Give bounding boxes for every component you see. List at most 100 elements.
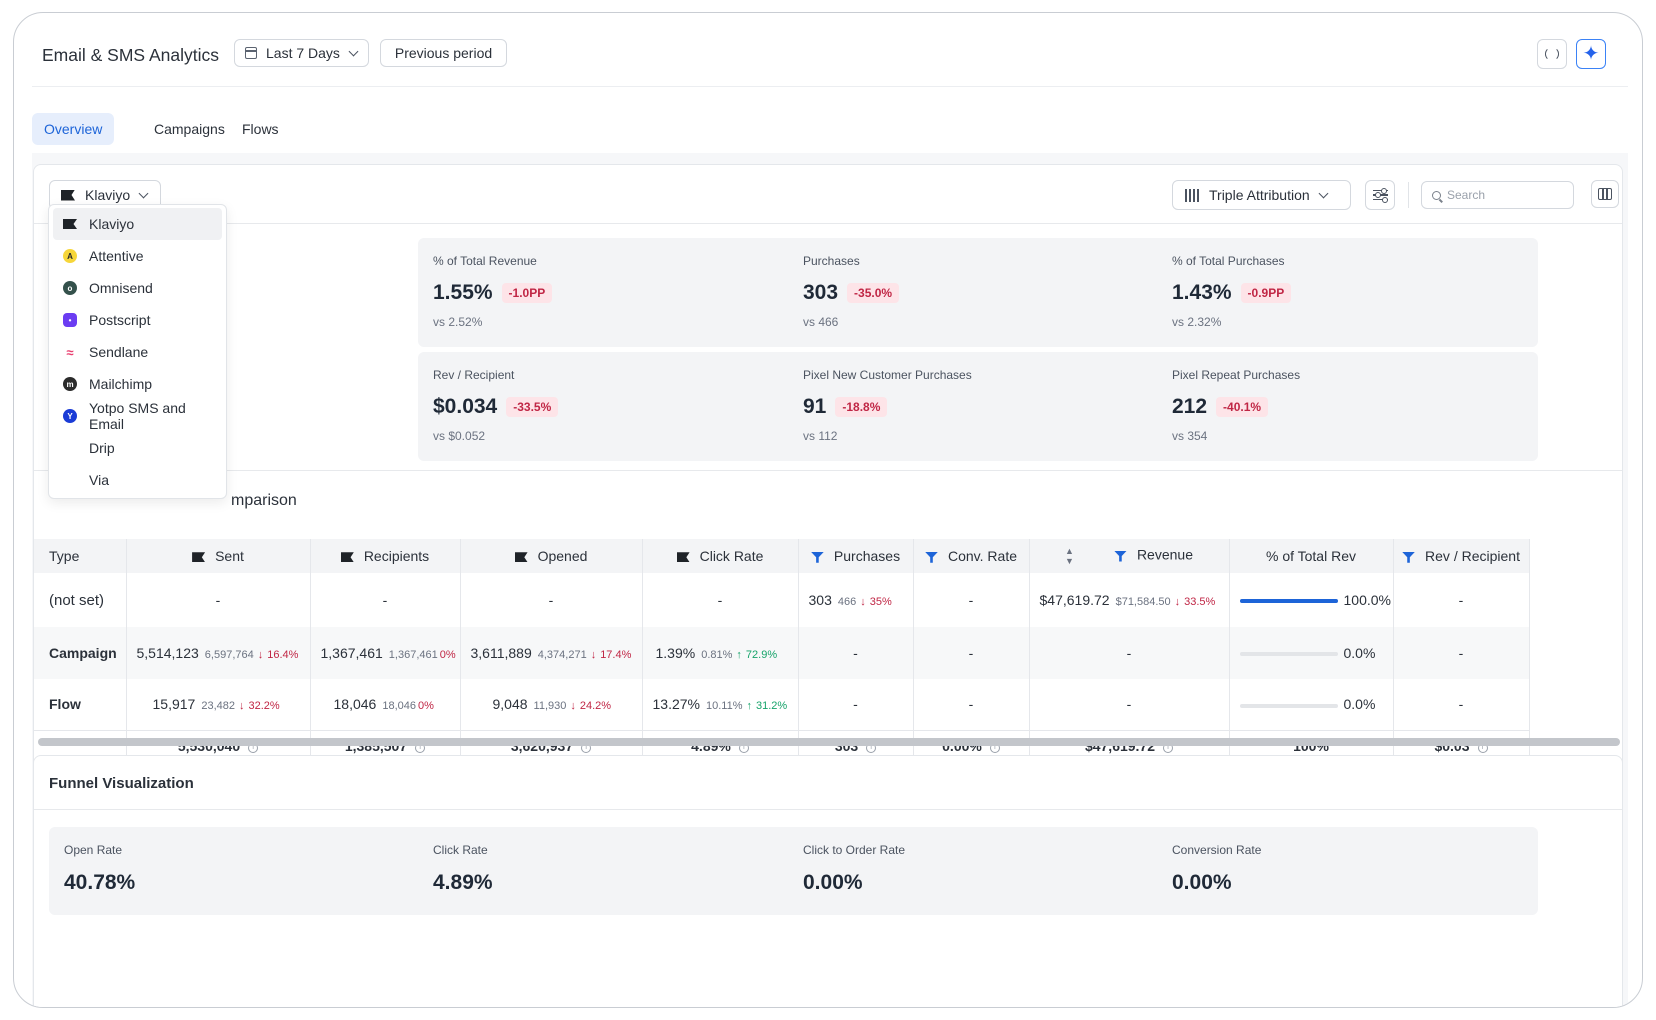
funnel-tile-open-rate: Open Rate 40.78% bbox=[49, 827, 430, 915]
tab-campaigns[interactable]: Campaigns bbox=[154, 121, 225, 137]
revenue-cell: $47,619.72$71,584.5033.5% bbox=[1029, 573, 1230, 627]
dropdown-item-klaviyo[interactable]: Klaviyo bbox=[53, 208, 222, 240]
change-badge: -33.5% bbox=[506, 397, 559, 417]
column-header-sent[interactable]: Sent bbox=[126, 539, 311, 573]
metric-comparison: vs 354 bbox=[1172, 429, 1208, 443]
funnel-tile-click-to-order: Click to Order Rate 0.00% bbox=[788, 827, 1169, 915]
dropdown-item-omnisend[interactable]: o Omnisend bbox=[53, 272, 222, 304]
yotpo-icon: Y bbox=[63, 409, 77, 423]
scrollbar-thumb[interactable] bbox=[38, 738, 1620, 746]
dropdown-item-yotpo[interactable]: Y Yotpo SMS and Email bbox=[53, 400, 222, 432]
metric-tile-pct-total-revenue: % of Total Revenue 1.55% -1.0PP vs 2.52% bbox=[418, 238, 799, 347]
chevron-down-icon bbox=[348, 46, 359, 56]
toolbar-divider bbox=[1408, 182, 1409, 208]
purchases-cell: - bbox=[798, 679, 914, 730]
opened-cell: - bbox=[460, 573, 643, 627]
click-rate-cell: 1.39%0.81%72.9% bbox=[642, 627, 799, 679]
pct-total-rev-cell: 100.0% bbox=[1229, 573, 1394, 627]
type-cell: (not set) bbox=[34, 573, 127, 627]
refresh-button[interactable] bbox=[1537, 39, 1567, 69]
type-cell: Flow bbox=[34, 679, 127, 730]
progress-fill bbox=[1239, 599, 1338, 604]
dropdown-item-drip[interactable]: Drip bbox=[53, 432, 222, 464]
omnisend-icon: o bbox=[63, 281, 77, 295]
funnel-label: Conversion Rate bbox=[1172, 843, 1262, 857]
attribution-icon bbox=[1185, 188, 1199, 202]
search-input[interactable] bbox=[1447, 188, 1557, 202]
metric-tile-purchases: Purchases 303 -35.0% vs 466 bbox=[788, 238, 1169, 347]
column-header-pct-total-rev[interactable]: % of Total Rev bbox=[1229, 539, 1394, 573]
column-header-opened[interactable]: Opened bbox=[460, 539, 643, 573]
klaviyo-icon bbox=[676, 552, 690, 563]
pct-total-rev-cell: 0.0% bbox=[1229, 627, 1394, 679]
arrow-down-icon bbox=[239, 700, 245, 712]
funnel-value: 4.89% bbox=[433, 871, 493, 894]
table-horizontal-scrollbar[interactable] bbox=[38, 737, 1620, 747]
compare-period-button[interactable]: Previous period bbox=[380, 39, 507, 67]
metric-value: $0.034 bbox=[433, 395, 498, 418]
change-badge: -35.0% bbox=[847, 283, 900, 303]
date-range-picker[interactable]: Last 7 Days bbox=[234, 39, 369, 67]
dropdown-item-mailchimp[interactable]: m Mailchimp bbox=[53, 368, 222, 400]
metric-label: Pixel Repeat Purchases bbox=[1172, 368, 1301, 382]
tab-bar: Overview Campaigns Flows bbox=[32, 93, 1628, 157]
klaviyo-icon bbox=[63, 219, 77, 229]
arrow-down-icon bbox=[860, 596, 866, 608]
column-header-recipients[interactable]: Recipients bbox=[310, 539, 461, 573]
funnel-label: Click to Order Rate bbox=[803, 843, 906, 857]
metric-value: 91 bbox=[803, 395, 827, 418]
refresh-icon bbox=[1545, 47, 1559, 61]
column-header-rev-recipient[interactable]: Rev / Recipient bbox=[1393, 539, 1530, 573]
metric-tile-repeat-purchases: Pixel Repeat Purchases 212 -40.1% vs 354 bbox=[1157, 352, 1538, 461]
rev-recipient-cell: - bbox=[1393, 573, 1530, 627]
ai-assistant-button[interactable]: ✦ bbox=[1576, 39, 1606, 69]
dropdown-item-postscript[interactable]: • Postscript bbox=[53, 304, 222, 336]
column-header-type[interactable]: Type bbox=[34, 539, 127, 573]
metric-label: % of Total Purchases bbox=[1172, 254, 1285, 268]
dropdown-item-sendlane[interactable]: ≈ Sendlane bbox=[53, 336, 222, 368]
tab-flows[interactable]: Flows bbox=[242, 121, 279, 137]
klaviyo-icon bbox=[61, 189, 75, 201]
filter-settings-button[interactable] bbox=[1365, 180, 1395, 210]
column-header-conv-rate[interactable]: Conv. Rate bbox=[913, 539, 1030, 573]
klaviyo-icon bbox=[514, 552, 528, 563]
arrow-down-icon bbox=[570, 700, 576, 712]
table-row: (not set) - - - - 30346635% - $47,619.72… bbox=[34, 573, 1530, 627]
attribution-select[interactable]: Triple Attribution bbox=[1172, 180, 1351, 210]
dropdown-item-via[interactable]: Via bbox=[53, 464, 222, 496]
funnel-value: 40.78% bbox=[64, 871, 136, 894]
arrow-up-icon bbox=[736, 649, 742, 661]
tab-overview[interactable]: Overview bbox=[32, 113, 115, 145]
funnel-tile-click-rate: Click Rate 4.89% bbox=[418, 827, 799, 915]
recipients-cell: 18,046 18,046 0% bbox=[310, 679, 461, 730]
via-icon bbox=[63, 473, 77, 487]
columns-button[interactable] bbox=[1591, 180, 1619, 208]
page-title: Email & SMS Analytics bbox=[42, 45, 219, 65]
search-field[interactable] bbox=[1421, 181, 1574, 209]
column-header-purchases[interactable]: Purchases bbox=[798, 539, 914, 573]
dropdown-item-attentive[interactable]: A Attentive bbox=[53, 240, 222, 272]
funnel-label: Open Rate bbox=[64, 843, 123, 857]
calendar-icon bbox=[245, 47, 257, 59]
column-header-click-rate[interactable]: Click Rate bbox=[642, 539, 799, 573]
rev-recipient-cell: - bbox=[1393, 627, 1530, 679]
funnel-label: Click Rate bbox=[433, 843, 488, 857]
metric-label: Purchases bbox=[803, 254, 860, 268]
change-badge: -1.0PP bbox=[501, 283, 553, 303]
revenue-cell: - bbox=[1029, 627, 1230, 679]
klaviyo-icon bbox=[192, 552, 206, 563]
sort-icon[interactable]: ▲ ▼ bbox=[1065, 546, 1074, 566]
column-header-revenue[interactable]: ▲ ▼ Revenue bbox=[1029, 539, 1230, 573]
toolbar-divider-line bbox=[34, 223, 1622, 224]
arrow-down-icon bbox=[258, 649, 264, 661]
funnel-card: Funnel Visualization Open Rate 40.78% Cl… bbox=[33, 755, 1623, 1007]
drip-icon bbox=[63, 441, 77, 455]
conv-rate-cell: - bbox=[913, 627, 1030, 679]
klaviyo-icon bbox=[340, 552, 354, 563]
funnel-tile-conversion-rate: Conversion Rate 0.00% bbox=[1157, 827, 1538, 915]
sliders-icon bbox=[1372, 188, 1388, 193]
funnel-value: 0.00% bbox=[1172, 871, 1232, 894]
recipients-cell: 1,367,461 1,367,461 0% bbox=[310, 627, 461, 679]
